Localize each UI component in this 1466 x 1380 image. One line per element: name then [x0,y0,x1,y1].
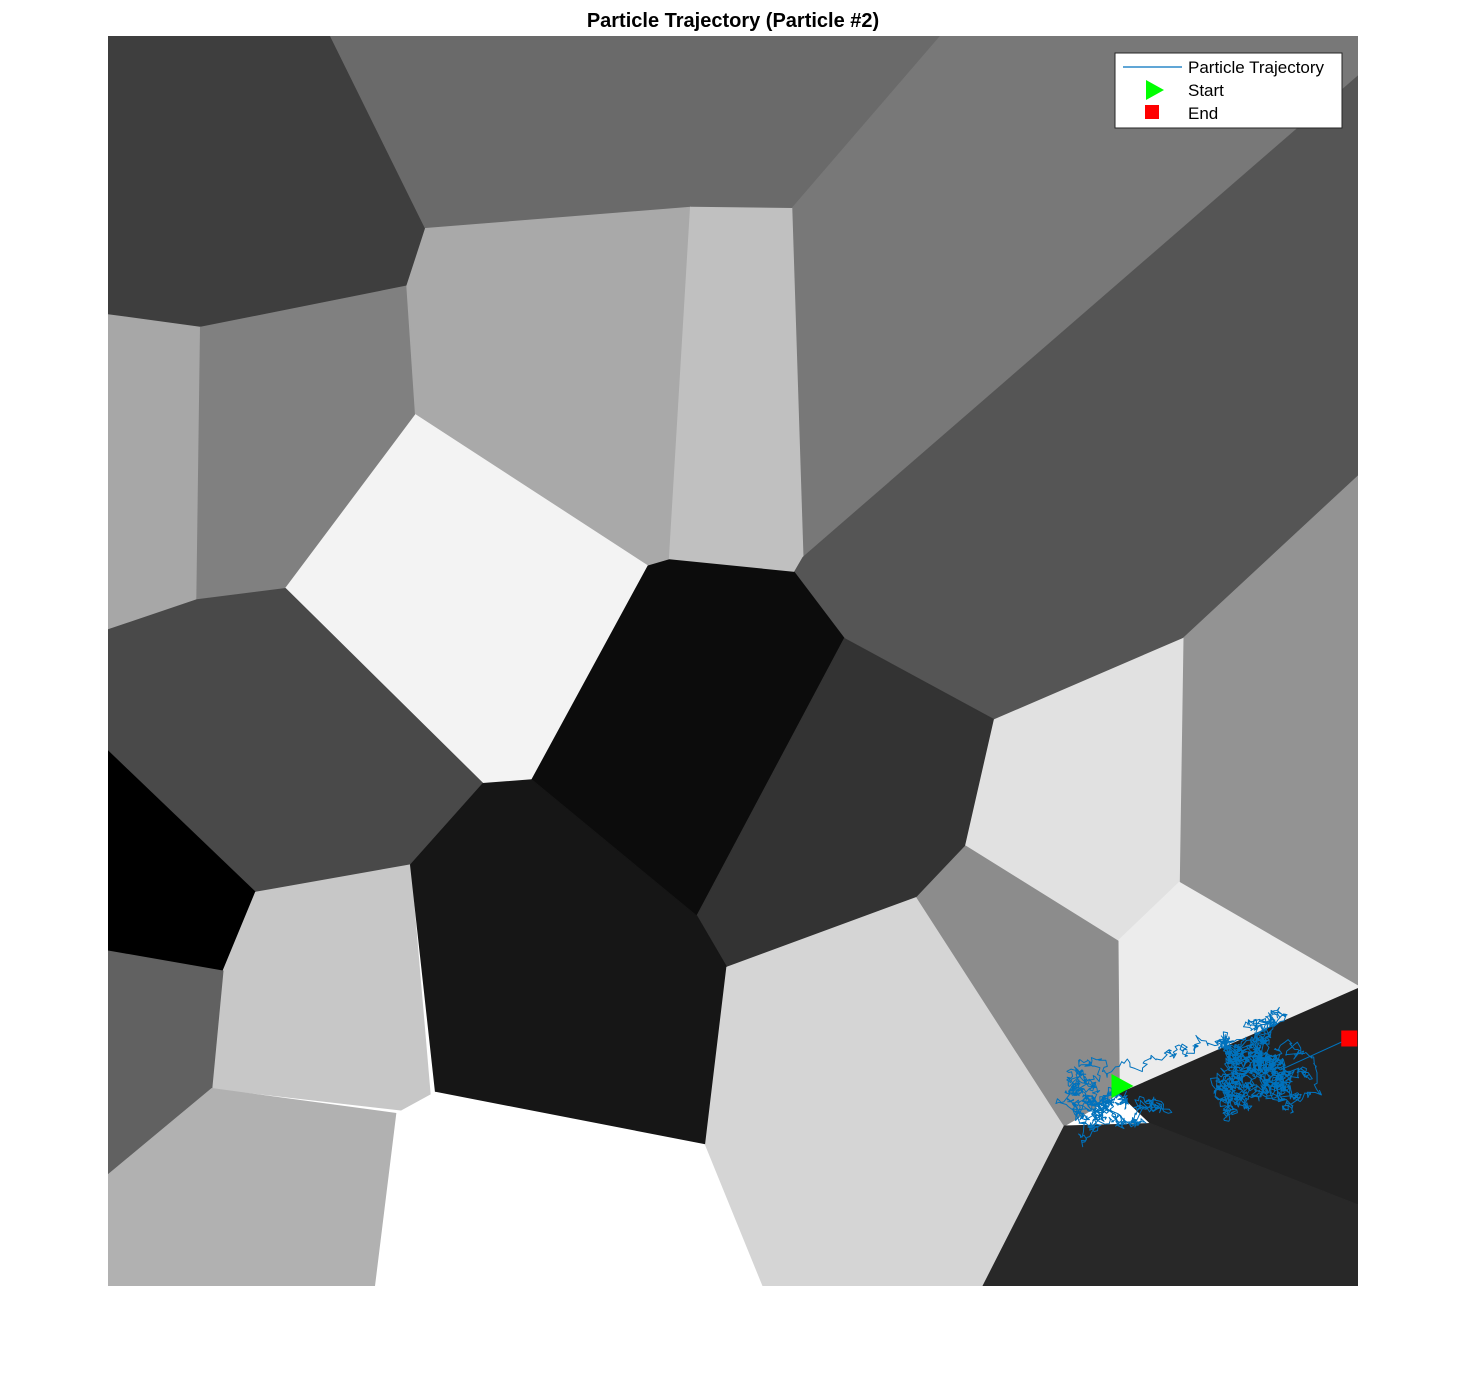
chart-title: Particle Trajectory (Particle #2) [587,10,879,32]
legend-label-trajectory: Particle Trajectory [1188,58,1325,77]
plot-area [108,36,1358,1286]
voronoi-grains [108,36,1358,1286]
start-marker [1111,1074,1134,1098]
legend: Particle Trajectory Start End [1114,52,1343,129]
grain-16 [211,864,433,1115]
legend-label-end: End [1188,104,1218,123]
legend-label-start: Start [1188,81,1224,100]
grain-22 [916,845,1120,1127]
grain-24 [982,1122,1358,1286]
trajectory-layer [1055,1006,1350,1148]
markers-layer [1111,1030,1358,1098]
grain-3 [108,314,202,631]
end-marker [1341,1030,1358,1047]
particle-trajectory-line [1055,1006,1350,1148]
grain-6 [668,206,804,573]
legend-end-icon [1145,105,1159,119]
legend-start-icon [1146,80,1164,100]
